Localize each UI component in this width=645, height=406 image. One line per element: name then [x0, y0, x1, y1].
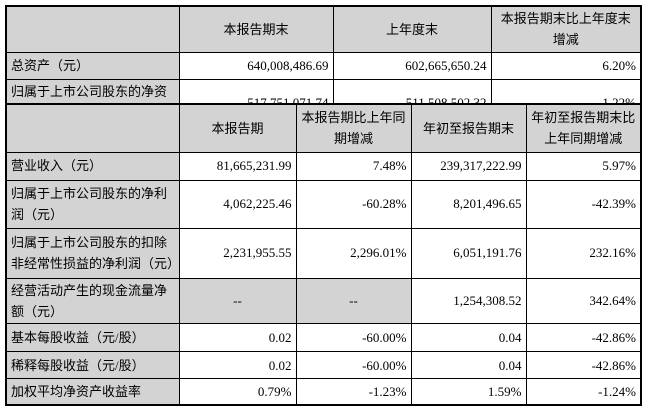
table-header-row: 本报告期 本报告期比上年同期增减 年初至报告期末 年初至报告期末比上年同期增减: [5, 103, 642, 153]
cell-value: 342.64%: [525, 277, 642, 325]
table-header-row: 本报告期末 上年度末 本报告期末比上年度末增减: [5, 5, 642, 53]
cell-value: 7.48%: [295, 151, 412, 181]
cell-value: 232.16%: [525, 227, 642, 279]
header-prior-year-end: 上年度末: [332, 5, 492, 53]
cell-value: 81,665,231.99: [178, 151, 297, 181]
cell-value: 0.02: [178, 323, 297, 353]
cell-value: 602,665,650.24: [332, 51, 492, 80]
cell-value: -60.00%: [295, 323, 412, 353]
cell-value: 239,317,222.99: [410, 151, 527, 181]
table-row: 营业收入（元） 81,665,231.99 7.48% 239,317,222.…: [5, 151, 642, 181]
cell-value: 0.04: [410, 323, 527, 353]
header-year-to-date: 年初至报告期末: [410, 103, 527, 153]
row-label-weighted-avg-roe: 加权平均净资产收益率: [5, 378, 180, 406]
cell-value: 5.97%: [525, 151, 642, 181]
header-current-period: 本报告期: [178, 103, 297, 153]
header-current-period-end: 本报告期末: [178, 5, 334, 53]
table-row: 基本每股收益（元/股） 0.02 -60.00% 0.04 -42.86%: [5, 323, 642, 353]
header-empty-cell: [5, 103, 180, 153]
cell-value: 2,296.01%: [295, 227, 412, 279]
cell-value: 8,201,496.65: [410, 179, 527, 229]
cell-value-na: --: [295, 277, 412, 325]
row-label-operating-cash-flow: 经营活动产生的现金流量净额（元）: [5, 277, 180, 325]
table-row: 总资产（元） 640,008,486.69 602,665,650.24 6.2…: [5, 51, 642, 80]
cell-value: 6.20%: [490, 51, 642, 80]
row-label-basic-eps: 基本每股收益（元/股）: [5, 323, 180, 353]
period-results-table: 本报告期 本报告期比上年同期增减 年初至报告期末 年初至报告期末比上年同期增减 …: [5, 103, 642, 406]
row-label-diluted-eps: 稀释每股收益（元/股）: [5, 351, 180, 380]
table-row: 归属于上市公司股东的扣除非经常性损益的净利润（元） 2,231,955.55 2…: [5, 227, 642, 279]
header-change-vs-same-period: 本报告期比上年同期增减: [295, 103, 412, 153]
cell-value: 0.04: [410, 351, 527, 380]
cell-value: -42.86%: [525, 351, 642, 380]
row-label-net-profit-excl-nonrecurring: 归属于上市公司股东的扣除非经常性损益的净利润（元）: [5, 227, 180, 279]
table-row: 加权平均净资产收益率 0.79% -1.23% 1.59% -1.24%: [5, 378, 642, 406]
cell-value: 0.79%: [178, 378, 297, 406]
cell-value: 6,051,191.76: [410, 227, 527, 279]
table-row: 稀释每股收益（元/股） 0.02 -60.00% 0.04 -42.86%: [5, 351, 642, 380]
cell-value: 1.59%: [410, 378, 527, 406]
cell-value: -1.23%: [295, 378, 412, 406]
cell-value: -42.86%: [525, 323, 642, 353]
cell-value: -60.28%: [295, 179, 412, 229]
header-change-vs-prior-year-end: 本报告期末比上年度末增减: [490, 5, 642, 53]
row-label-operating-revenue: 营业收入（元）: [5, 151, 180, 181]
header-ytd-change-vs-same-period: 年初至报告期末比上年同期增减: [525, 103, 642, 153]
cell-value: -42.39%: [525, 179, 642, 229]
cell-value: 2,231,955.55: [178, 227, 297, 279]
cell-value: -1.24%: [525, 378, 642, 406]
cell-value-na: --: [178, 277, 297, 325]
cell-value: 0.02: [178, 351, 297, 380]
table-row: 经营活动产生的现金流量净额（元） -- -- 1,254,308.52 342.…: [5, 277, 642, 325]
row-label-total-assets: 总资产（元）: [5, 51, 180, 80]
row-label-net-profit: 归属于上市公司股东的净利润（元）: [5, 179, 180, 229]
header-empty-cell: [5, 5, 180, 53]
table-row: 归属于上市公司股东的净利润（元） 4,062,225.46 -60.28% 8,…: [5, 179, 642, 229]
cell-value: 4,062,225.46: [178, 179, 297, 229]
cell-value: 1,254,308.52: [410, 277, 527, 325]
cell-value: 640,008,486.69: [178, 51, 334, 80]
cell-value: -60.00%: [295, 351, 412, 380]
